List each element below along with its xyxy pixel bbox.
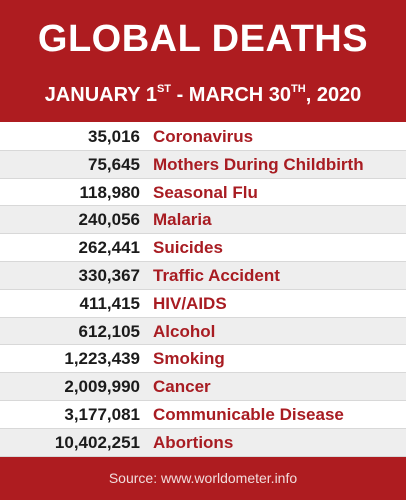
cause-label: Suicides: [153, 238, 223, 258]
table-row: 10,402,251 Abortions: [0, 428, 406, 457]
table-row: 75,645 Mothers During Childbirth: [0, 150, 406, 179]
death-count: 1,223,439: [64, 349, 140, 369]
table-row: 2,009,990 Cancer: [0, 373, 406, 401]
death-count: 118,980: [79, 182, 140, 202]
cause-label: Mothers During Childbirth: [153, 154, 364, 174]
death-count: 262,441: [78, 238, 140, 258]
page-title: GLOBAL DEATHS: [37, 18, 369, 60]
death-count: 10,402,251: [54, 432, 140, 452]
cause-label: Communicable Disease: [153, 404, 344, 424]
table-row: 330,367 Traffic Accident: [0, 261, 406, 290]
cause-label: Coronavirus: [153, 127, 254, 146]
death-count: 612,105: [78, 321, 140, 341]
subtitle-year: , 2020: [305, 84, 362, 106]
death-count: 3,177,081: [64, 404, 140, 424]
table-row: 411,415 HIV/AIDS: [0, 289, 406, 318]
deaths-table: 35,016 Coronavirus 75,645 Mothers During…: [0, 123, 406, 457]
cause-label: Malaria: [153, 210, 212, 230]
death-count: 240,056: [78, 210, 140, 230]
death-count: 411,415: [79, 293, 140, 313]
table-row: 35,016 Coronavirus: [0, 123, 406, 151]
table-row: 240,056 Malaria: [0, 206, 406, 235]
cause-label: Seasonal Flu: [153, 182, 258, 202]
cause-label: Traffic Accident: [153, 265, 280, 285]
death-count: 35,016: [88, 127, 140, 146]
table-row: 612,105 Alcohol: [0, 317, 406, 346]
cause-label: Alcohol: [153, 321, 216, 341]
cause-label: Abortions: [153, 432, 234, 452]
death-count: 2,009,990: [64, 377, 140, 397]
date-range-subtitle: JANUARY 1ST - MARCH 30TH, 2020: [0, 80, 406, 110]
subtitle-middle: - MARCH 30: [171, 84, 292, 106]
source-footer: Source: www.worldometer.info: [0, 457, 406, 500]
death-count: 330,367: [78, 265, 140, 285]
cause-label: Smoking: [153, 349, 225, 369]
subtitle-ordinal-start: ST: [156, 83, 172, 95]
death-count: 75,645: [88, 154, 140, 174]
header-banner: GLOBAL DEATHS JANUARY 1ST - MARCH 30TH, …: [0, 0, 406, 122]
cause-label: Cancer: [153, 377, 211, 397]
table-row: 118,980 Seasonal Flu: [0, 178, 406, 207]
table-row: 3,177,081 Communicable Disease: [0, 400, 406, 429]
subtitle-ordinal-end: TH: [291, 83, 306, 95]
table-row: 1,223,439 Smoking: [0, 345, 406, 374]
source-text: Source: www.worldometer.info: [108, 470, 298, 486]
table-row: 262,441 Suicides: [0, 234, 406, 262]
subtitle-start: JANUARY 1: [44, 84, 157, 106]
cause-label: HIV/AIDS: [153, 293, 227, 313]
